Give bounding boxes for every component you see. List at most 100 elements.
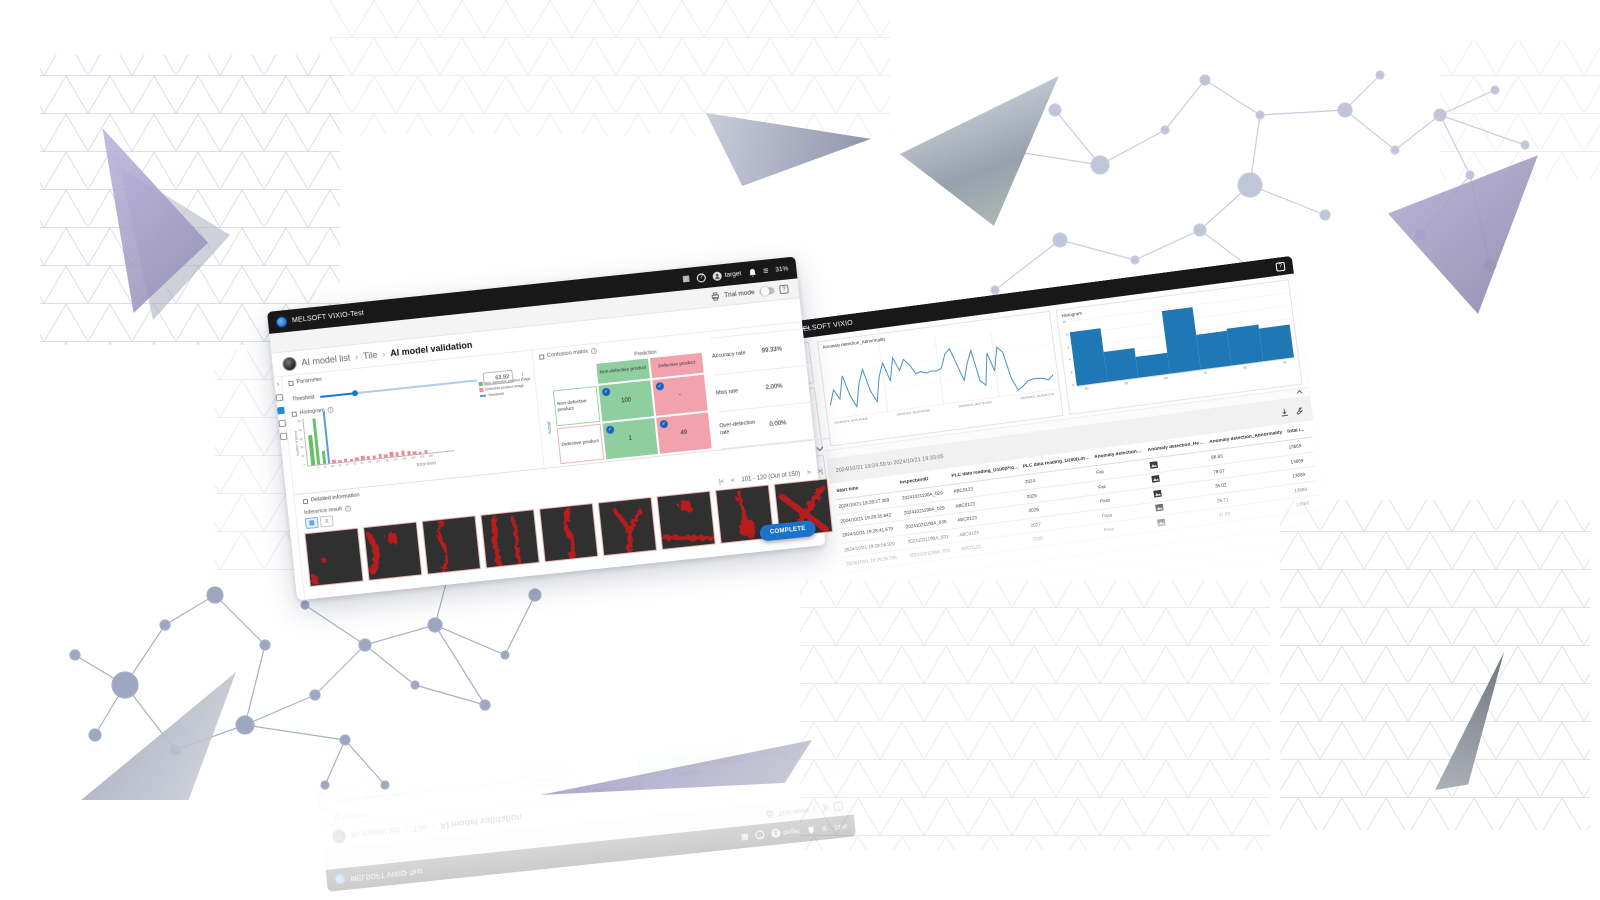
y-tick-label: 4 <box>1068 357 1072 363</box>
y-tick-label: 40 <box>298 427 302 433</box>
y-tick-label: 10 <box>301 454 305 459</box>
histogram-bar-defective <box>338 460 342 463</box>
defect-image-thumbnail[interactable] <box>363 521 423 581</box>
defect-image-thumbnail[interactable] <box>715 484 775 544</box>
heatmap-cell <box>1151 483 1214 499</box>
stat-label: Miss rate <box>715 387 739 397</box>
column-header[interactable]: Total i... <box>1286 427 1305 435</box>
defect-image-thumbnail[interactable] <box>597 496 658 557</box>
matrix-cell-tp[interactable]: ✓ 49 <box>656 412 712 454</box>
histogram-bar-defective <box>412 451 417 455</box>
table-row[interactable]: 2024/10/21 19:29:26.705 20241021190A_032 A… <box>843 495 1322 573</box>
x-tick-label: 80 <box>1243 365 1248 370</box>
user-account-button[interactable]: target <box>712 269 742 281</box>
keyboard-help-icon[interactable]: ? <box>779 284 789 295</box>
defect-image-thumbnail[interactable] <box>539 502 599 563</box>
x-tick-label: 42 <box>338 464 342 468</box>
histogram-bar-defective <box>383 454 388 458</box>
y-tick-label: 2 <box>1070 370 1073 375</box>
legend-swatch <box>478 381 483 387</box>
table-cell <box>913 592 965 599</box>
breadcrumb-separator: › <box>354 351 359 362</box>
wrench-icon[interactable] <box>1294 405 1304 415</box>
sidebar-expand-icon[interactable]: › <box>276 381 280 389</box>
table-row[interactable]: 2024/10/21 19:28:41.679 20241021190A_030 A… <box>839 466 1318 544</box>
histogram-bar-defective <box>366 456 371 460</box>
defect-image-strip <box>298 474 840 592</box>
table-row[interactable]: 2024/10/21 19:28:27.389 20241021190A_029 A… <box>835 437 1314 515</box>
breadcrumb-item[interactable]: AI model list <box>300 352 351 368</box>
column-header[interactable]: Anomaly detection_Heatmap <box>1147 439 1208 453</box>
menu-icon[interactable]: ≡ <box>762 264 769 276</box>
table-row[interactable]: 2024/10/21 19:28:35.842 20241021190A_029 A… <box>837 452 1316 530</box>
slider-knob[interactable] <box>351 389 359 397</box>
column-header[interactable]: InspectionID <box>899 476 929 486</box>
image-icon[interactable] <box>1149 460 1158 469</box>
table-cell: 13669 <box>1288 443 1302 450</box>
trial-mode-label: Trial mode <box>723 288 755 300</box>
line-chart <box>826 329 1056 419</box>
table-cell: 13669 <box>1292 472 1306 479</box>
matrix-row-header: Non-defective product <box>552 385 601 427</box>
sidebar-item-icon[interactable] <box>279 432 288 441</box>
info-icon[interactable]: i <box>327 406 334 414</box>
x-tick-label: 50 <box>1124 381 1129 386</box>
image-icon[interactable] <box>1153 489 1162 498</box>
user-icon <box>715 273 720 279</box>
histogram-bar <box>1135 353 1170 378</box>
left-window-title: MELSOFT VIXIO-Test <box>291 309 365 324</box>
sidebar-item-icon[interactable] <box>275 393 284 402</box>
matrix-cell-fn[interactable]: ✓ 1 <box>602 418 658 460</box>
grid-icon[interactable]: ▦ <box>681 273 691 284</box>
histogram-bar-defective <box>395 452 400 457</box>
histogram-bar <box>1069 327 1108 386</box>
histogram-bar <box>1258 324 1294 362</box>
y-tick-label: 6 <box>1067 345 1070 350</box>
y-tick-label: 20 <box>300 445 304 450</box>
check-icon: ✓ <box>605 425 615 435</box>
sidebar-item-active-icon[interactable] <box>277 406 285 415</box>
printer-icon[interactable] <box>710 292 720 302</box>
help-icon[interactable]: ? <box>696 272 707 283</box>
matrix-cell-fp[interactable]: ✓ - <box>652 374 708 416</box>
heatmap-cell <box>1147 454 1210 470</box>
column-header[interactable]: Anomaly detection_AI... <box>1093 447 1147 460</box>
table-cell <box>909 564 961 571</box>
matrix-cell-tn[interactable]: ✓ 100 <box>598 380 655 422</box>
chevron-down-icon[interactable] <box>816 443 824 451</box>
heatmap-cell <box>1161 559 1222 567</box>
data-log-window: MELSOFT VIXIO ? Anomaly detection_Abnorm… <box>788 255 1333 630</box>
stat-label: Over-detection rate <box>719 419 756 437</box>
detail-icon <box>302 498 309 504</box>
download-icon[interactable] <box>1279 407 1289 417</box>
x-tick-label: 56 <box>345 463 349 467</box>
stat-value: 2.00% <box>765 383 783 392</box>
y-tick-label: 30 <box>299 436 303 441</box>
table-cell <box>1223 548 1300 558</box>
breadcrumb-item[interactable]: Tile <box>362 349 378 361</box>
help-icon[interactable]: ? <box>1275 261 1286 272</box>
column-header[interactable]: Start time <box>836 485 859 494</box>
x-tick-label: 84 <box>360 461 364 466</box>
histogram-bar-non-defective <box>321 450 327 464</box>
defect-image-thumbnail[interactable] <box>480 509 540 569</box>
image-icon[interactable] <box>1157 518 1166 527</box>
info-icon[interactable]: i <box>344 505 352 512</box>
info-icon[interactable]: i <box>590 347 598 355</box>
sidebar-item-icon[interactable] <box>278 419 287 428</box>
x-tick-label: 126 <box>384 459 389 463</box>
image-icon[interactable] <box>1155 503 1164 512</box>
x-tick-label: 90 <box>1282 360 1287 365</box>
histogram-bar <box>1103 348 1139 382</box>
trial-mode-toggle[interactable] <box>759 286 775 296</box>
histogram-bar-defective <box>389 452 394 457</box>
image-icon[interactable] <box>1151 475 1160 483</box>
bell-icon[interactable] <box>748 267 757 277</box>
stat-label: Accuracy rate <box>711 349 746 360</box>
table-row[interactable]: 2024/10/21 19:28:56.920 20241021190A_031 A… <box>841 480 1320 558</box>
defect-image-thumbnail[interactable] <box>421 515 482 575</box>
defect-image-thumbnail[interactable] <box>304 527 364 588</box>
defect-image-thumbnail[interactable] <box>656 490 716 551</box>
matrix-row-header: Defective product <box>556 423 605 465</box>
y-tick-label: 50 <box>297 419 301 424</box>
